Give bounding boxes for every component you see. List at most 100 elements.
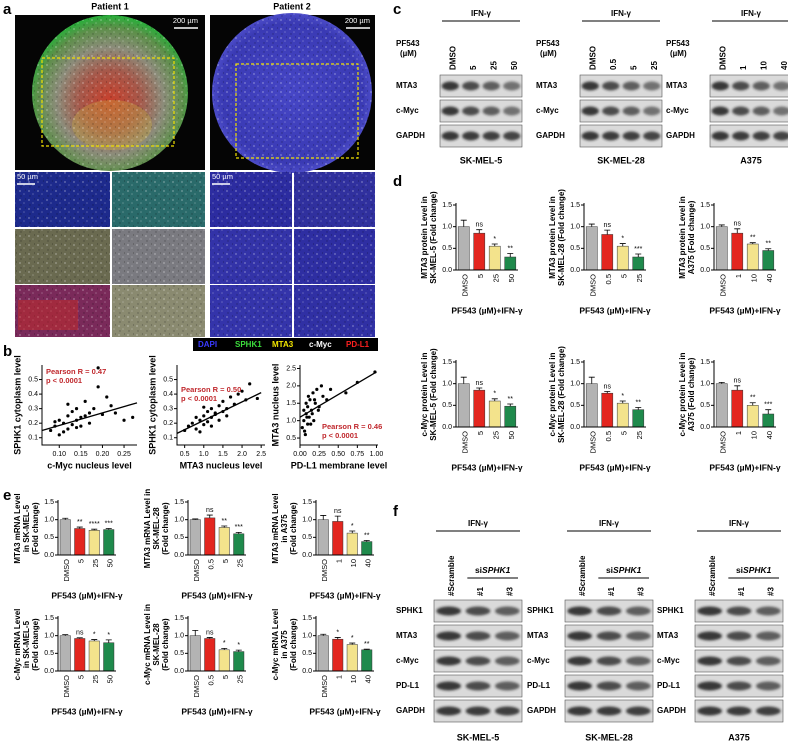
blot-band [581, 106, 599, 116]
bar [488, 245, 501, 271]
point [221, 399, 225, 403]
y-tick-label: 0.5 [174, 650, 184, 657]
lane-label: 0.5 [609, 58, 618, 70]
y-axis-label: MTA3 mRNA Level [271, 493, 280, 563]
blot-band [465, 606, 491, 616]
x-tick-label: 25 [91, 559, 100, 567]
significance: * [336, 629, 339, 636]
bar [585, 383, 598, 428]
y-tick-label: 0.5 [286, 435, 296, 442]
significance: ns [604, 383, 612, 390]
x-axis-label: c-Myc nucleus level [47, 460, 132, 470]
x-tick-label: 5 [476, 431, 485, 435]
legend-entry: DAPI [198, 340, 217, 349]
blot-band [503, 106, 521, 116]
axis [713, 360, 776, 428]
sirna-gene: SPHK1 [482, 565, 511, 575]
texture [112, 172, 205, 227]
sirna-gene: SPHK1 [743, 565, 772, 575]
x-tick-label: DMSO [719, 431, 728, 454]
blot-row-label: GAPDH [396, 706, 425, 715]
blot-band [643, 81, 661, 91]
x-tick-label: 40 [765, 274, 774, 282]
point [302, 429, 307, 433]
x-axis-label: MTA3 nucleus level [180, 460, 263, 470]
annotation: p < 0.0001 [181, 394, 217, 403]
point [83, 399, 87, 403]
blot-band [732, 131, 750, 141]
point [209, 424, 214, 428]
bar [74, 528, 86, 556]
lane-label: #1 [737, 587, 746, 596]
lane-label: #Scramble [578, 555, 587, 596]
y-tick-label: 0.0 [174, 668, 184, 675]
blot-row-label: c-Myc [396, 106, 419, 115]
y-axis-label: MTA3 mRNA Level [13, 493, 22, 563]
x-axis-label: PF543 (µM)+IFN-γ [181, 706, 253, 716]
blot-band [581, 131, 599, 141]
fit-line [41, 402, 138, 432]
point [61, 430, 66, 434]
blot-band [567, 706, 592, 716]
blot-band [596, 631, 622, 641]
point [105, 395, 109, 399]
x-axis-label: PF543 (µM)+IFN-γ [451, 462, 523, 472]
blot-band [495, 706, 520, 716]
dose-label: (µM) [400, 49, 417, 58]
x-tick-label: 40 [364, 559, 373, 567]
blot-row-label: PD-L1 [396, 681, 420, 690]
point [66, 402, 70, 406]
error-bar [349, 642, 356, 645]
error-bar [491, 398, 498, 401]
point [319, 384, 324, 388]
scale-label: 50 µm [17, 172, 38, 181]
blot-band [482, 106, 500, 116]
error-bar [619, 243, 626, 247]
point [194, 427, 198, 431]
blot-band [596, 606, 622, 616]
x-axis-label: PF543 (µM)+IFN-γ [309, 590, 381, 600]
significance: * [493, 236, 496, 243]
x-tick-label: 1.5 [218, 451, 228, 458]
blot-band [465, 706, 491, 716]
axis [713, 203, 776, 271]
point [96, 385, 100, 389]
point [194, 415, 198, 419]
y-axis-label: in SK-MEL-5 [22, 620, 31, 668]
point [311, 391, 315, 395]
y-tick-label: 0.5 [570, 402, 580, 409]
axis [57, 500, 116, 556]
x-tick-label: 40 [364, 675, 373, 683]
axis [455, 203, 518, 271]
axis [583, 203, 646, 271]
axis [315, 500, 374, 556]
significance: ns [76, 630, 84, 637]
blot-band [441, 106, 459, 116]
axis [315, 616, 374, 672]
blot-band [711, 106, 729, 116]
dose-label: (µM) [540, 49, 557, 58]
bar [715, 226, 728, 271]
blot [579, 74, 663, 98]
y-tick-label: 1.5 [302, 615, 312, 622]
error-bar [460, 376, 467, 384]
y-tick-label: 0.5 [570, 245, 580, 252]
blot-band [602, 131, 620, 141]
blot-band [482, 131, 500, 141]
error-bar [507, 403, 514, 407]
y-tick-label: 1.5 [174, 499, 184, 506]
significance: * [621, 393, 624, 400]
bar [762, 413, 775, 428]
point [57, 418, 61, 422]
y-tick-label: 1.0 [302, 633, 312, 640]
blot-band [465, 656, 491, 666]
error-bar [221, 647, 228, 650]
treatment-label: IFN-γ [729, 519, 750, 528]
lane-label: 5 [469, 65, 478, 70]
significance: ns [604, 222, 612, 229]
point [49, 428, 53, 433]
bar [332, 638, 344, 672]
significance: ** [750, 235, 756, 242]
point [313, 401, 317, 405]
y-tick-label: 1.0 [700, 381, 710, 388]
